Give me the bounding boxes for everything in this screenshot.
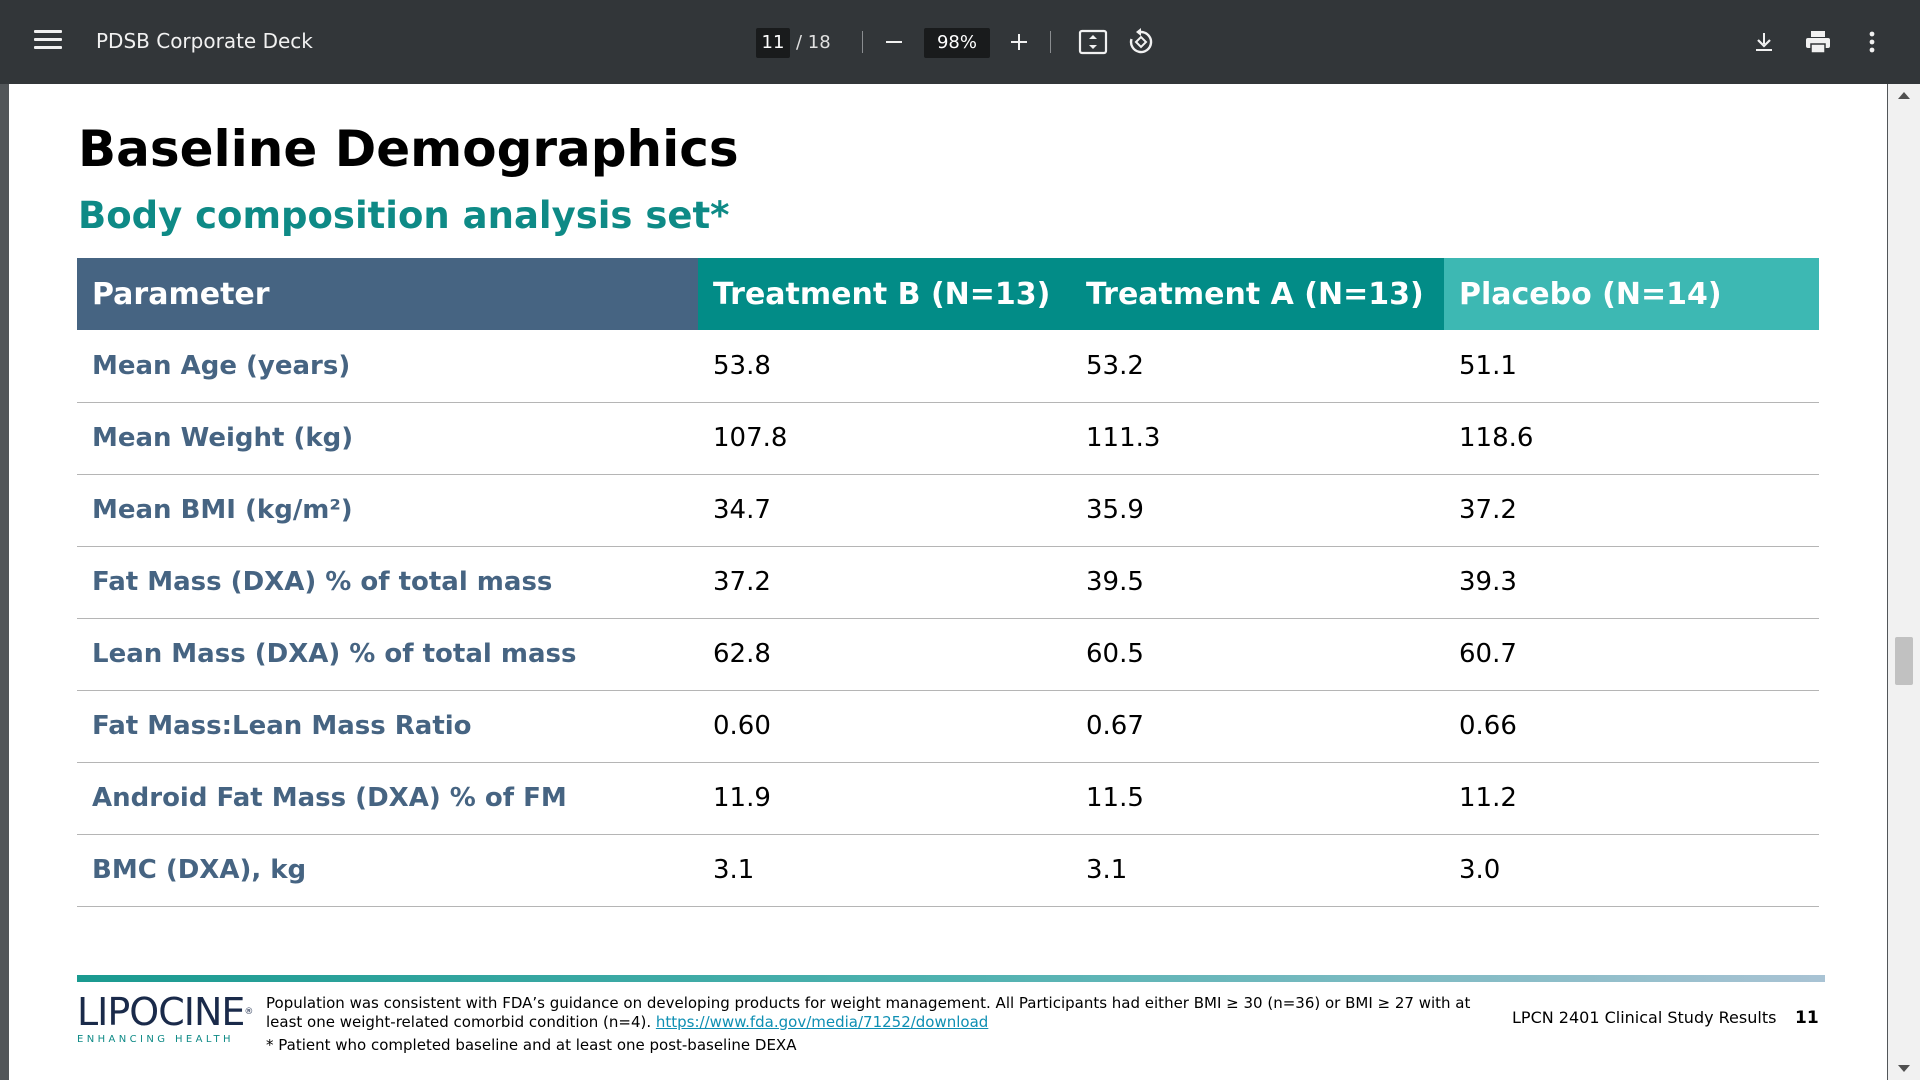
cell-placebo: 118.6: [1444, 402, 1819, 475]
table-row: Mean BMI (kg/m²) 34.7 35.9 37.2: [77, 474, 1819, 547]
row-parameter-label: Fat Mass (DXA) % of total mass: [77, 546, 698, 619]
pdf-viewer[interactable]: Baseline Demographics Body composition a…: [0, 84, 1920, 1080]
zoom-level-input[interactable]: 98%: [924, 28, 990, 58]
cell-treatment-b: 0.60: [698, 690, 1071, 763]
cell-treatment-b: 37.2: [698, 546, 1071, 619]
table-header-row: Parameter Treatment B (N=13) Treatment A…: [77, 258, 1819, 330]
scroll-down-arrow-icon[interactable]: [1898, 1065, 1910, 1072]
cell-placebo: 0.66: [1444, 690, 1819, 763]
header-placebo: Placebo (N=14): [1444, 258, 1819, 330]
footnote-asterisk: * Patient who completed baseline and at …: [266, 1036, 797, 1054]
cell-treatment-a: 3.1: [1071, 834, 1444, 907]
zoom-out-icon: [886, 41, 902, 43]
row-parameter-label: Lean Mass (DXA) % of total mass: [77, 618, 698, 691]
row-parameter-label: Fat Mass:Lean Mass Ratio: [77, 690, 698, 763]
row-parameter-label: Android Fat Mass (DXA) % of FM: [77, 762, 698, 835]
row-parameter-label: BMC (DXA), kg: [77, 834, 698, 907]
footer-study-label: LPCN 2401 Clinical Study Results: [1512, 1008, 1777, 1027]
footer-page-number: 11: [1795, 1008, 1819, 1028]
document-title: PDSB Corporate Deck: [96, 29, 313, 53]
header-treatment-b: Treatment B (N=13): [698, 258, 1071, 330]
rotate-button[interactable]: [1123, 24, 1159, 60]
toolbar-divider: [862, 31, 863, 53]
zoom-out-button[interactable]: [876, 24, 912, 60]
fda-guidance-link[interactable]: https://www.fda.gov/media/71252/download: [655, 1013, 989, 1031]
table-row: Mean Weight (kg) 107.8 111.3 118.6: [77, 402, 1819, 475]
table-row: Fat Mass (DXA) % of total mass 37.2 39.5 39…: [77, 546, 1819, 619]
print-button[interactable]: [1800, 24, 1836, 60]
page-subtitle: Body composition analysis set*: [78, 194, 730, 237]
fit-page-icon: [1078, 29, 1108, 55]
fit-page-button[interactable]: [1075, 24, 1111, 60]
page-title: Baseline Demographics: [78, 120, 739, 178]
page-number-input[interactable]: 11: [756, 28, 790, 58]
download-button[interactable]: [1746, 24, 1782, 60]
cell-treatment-b: 3.1: [698, 834, 1071, 907]
table-row: Lean Mass (DXA) % of total mass 62.8 60.5 6…: [77, 618, 1819, 691]
cell-treatment-a: 39.5: [1071, 546, 1444, 619]
cell-treatment-a: 111.3: [1071, 402, 1444, 475]
rotate-icon: [1129, 28, 1153, 54]
table-row: Fat Mass:Lean Mass Ratio 0.60 0.67 0.66: [77, 690, 1819, 763]
cell-placebo: 39.3: [1444, 546, 1819, 619]
row-parameter-label: Mean Weight (kg): [77, 402, 698, 475]
table-row: Android Fat Mass (DXA) % of FM 11.9 11.5 11…: [77, 762, 1819, 835]
download-icon: [1756, 33, 1772, 51]
table-row: BMC (DXA), kg 3.1 3.1 3.0: [77, 834, 1819, 907]
logo-tagline: ENHANCING HEALTH: [77, 1034, 234, 1045]
print-icon: [1806, 31, 1830, 54]
cell-treatment-a: 53.2: [1071, 330, 1444, 403]
zoom-in-button[interactable]: [1001, 24, 1037, 60]
cell-placebo: 11.2: [1444, 762, 1819, 835]
more-icon: [1869, 31, 1875, 53]
table-row: Mean Age (years) 53.8 53.2 51.1: [77, 330, 1819, 403]
cell-treatment-a: 0.67: [1071, 690, 1444, 763]
cell-treatment-b: 53.8: [698, 330, 1071, 403]
toolbar-divider: [1050, 31, 1051, 53]
menu-icon[interactable]: [30, 26, 66, 58]
cell-placebo: 3.0: [1444, 834, 1819, 907]
pdf-toolbar: PDSB Corporate Deck 11 / 18 98%: [0, 0, 1920, 84]
row-parameter-label: Mean BMI (kg/m²): [77, 474, 698, 547]
pdf-page: Baseline Demographics Body composition a…: [9, 84, 1887, 1080]
company-logo: LIPOCINE® ENHANCING HEALTH: [77, 990, 253, 1052]
cell-treatment-b: 11.9: [698, 762, 1071, 835]
footer-divider: [77, 975, 1825, 982]
zoom-in-icon: [1011, 34, 1027, 50]
logo-wordmark: LIPOCINE: [77, 990, 245, 1034]
page-total: / 18: [796, 32, 831, 53]
cell-treatment-b: 62.8: [698, 618, 1071, 691]
cell-treatment-a: 60.5: [1071, 618, 1444, 691]
cell-treatment-a: 35.9: [1071, 474, 1444, 547]
cell-treatment-b: 34.7: [698, 474, 1071, 547]
more-options-button[interactable]: [1854, 24, 1890, 60]
scrollbar-thumb[interactable]: [1895, 637, 1913, 685]
demographics-table: Parameter Treatment B (N=13) Treatment A…: [77, 258, 1819, 907]
logo-registered-mark: ®: [244, 1007, 253, 1017]
footnote-population: Population was consistent with FDA’s gui…: [266, 994, 1476, 1032]
cell-treatment-a: 11.5: [1071, 762, 1444, 835]
cell-placebo: 60.7: [1444, 618, 1819, 691]
cell-placebo: 37.2: [1444, 474, 1819, 547]
cell-treatment-b: 107.8: [698, 402, 1071, 475]
cell-placebo: 51.1: [1444, 330, 1819, 403]
row-parameter-label: Mean Age (years): [77, 330, 698, 403]
vertical-scrollbar[interactable]: [1888, 84, 1920, 1080]
header-treatment-a: Treatment A (N=13): [1071, 258, 1444, 330]
header-parameter: Parameter: [77, 258, 698, 330]
footnote-population-text: Population was consistent with FDA’s gui…: [266, 994, 1471, 1031]
scroll-up-arrow-icon[interactable]: [1898, 92, 1910, 99]
